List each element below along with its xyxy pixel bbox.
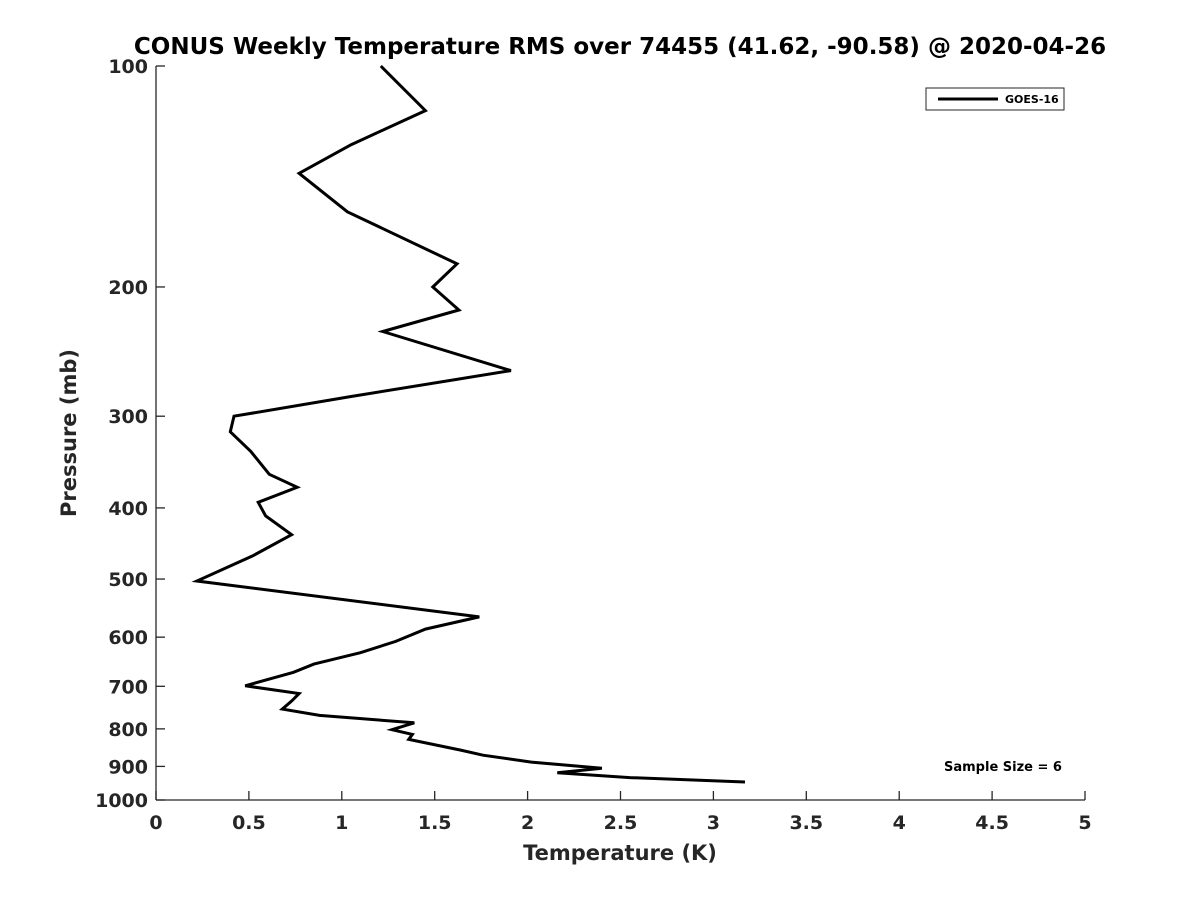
x-tick-label: 5	[1078, 812, 1091, 834]
y-tick-label: 100	[108, 56, 148, 78]
sample-size-annotation: Sample Size = 6	[944, 760, 1062, 775]
y-axis-ticks: 100 200 300 400 500 600 700 800 900 1000	[95, 56, 165, 812]
x-axis-label: Temperature (K)	[523, 841, 717, 865]
chart-title: CONUS Weekly Temperature RMS over 74455 …	[134, 34, 1106, 60]
x-tick-label: 4	[893, 812, 906, 834]
x-tick-label: 2.5	[604, 812, 638, 834]
legend-label-goes-16: GOES-16	[1005, 93, 1059, 106]
series-lines	[191, 64, 746, 784]
y-tick-label: 400	[108, 498, 148, 520]
x-tick-label: 2	[521, 812, 534, 834]
x-axis-ticks: 0 0.5 1 1.5 2 2.5 3 3.5 4 4.5 5	[149, 791, 1092, 834]
series-line-goes-16	[191, 64, 746, 784]
x-tick-label: 0	[149, 812, 162, 834]
x-tick-label: 4.5	[975, 812, 1009, 834]
y-tick-label: 600	[108, 627, 148, 649]
y-tick-label: 900	[108, 756, 148, 778]
y-tick-label: 200	[108, 277, 148, 299]
y-tick-label: 800	[108, 719, 148, 741]
x-tick-label: 1.5	[418, 812, 452, 834]
x-tick-label: 1	[335, 812, 348, 834]
x-tick-label: 0.5	[232, 812, 266, 834]
x-tick-label: 3	[707, 812, 720, 834]
legend: GOES-16	[925, 87, 1065, 111]
y-axis-label: Pressure (mb)	[57, 349, 81, 517]
y-tick-label: 1000	[95, 790, 148, 812]
y-tick-label: 700	[108, 676, 148, 698]
y-tick-label: 300	[108, 406, 148, 428]
x-tick-label: 3.5	[789, 812, 823, 834]
y-tick-label: 500	[108, 569, 148, 591]
